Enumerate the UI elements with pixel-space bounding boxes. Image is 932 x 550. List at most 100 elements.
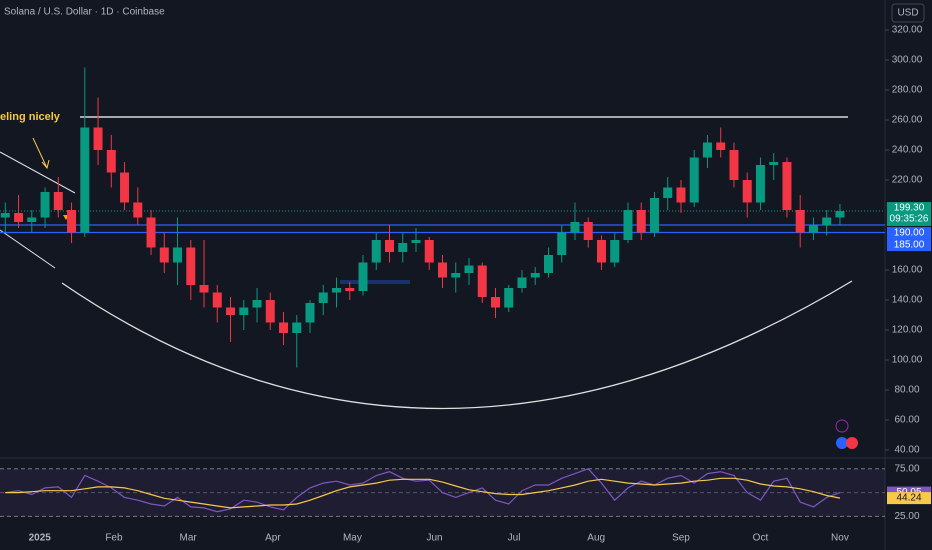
candle-body	[358, 262, 368, 291]
candle-body	[265, 300, 275, 323]
event-icon	[835, 419, 849, 433]
candle-body	[27, 217, 37, 222]
y-tick-label: 80.00	[894, 385, 919, 396]
candle-body	[676, 187, 686, 203]
candle-body	[411, 240, 421, 243]
candle-body	[173, 247, 183, 263]
x-tick-label: Jul	[508, 533, 521, 544]
y-tick-label: 25.00	[894, 511, 919, 522]
candle-body	[596, 240, 606, 263]
y-tick-label: 260.00	[892, 115, 923, 126]
candle-body	[795, 210, 805, 233]
y-tick-label: 280.00	[892, 85, 923, 96]
bowl-curve	[61, 280, 853, 410]
last-price-label: 199.30	[894, 203, 925, 214]
candle-body	[14, 213, 24, 222]
event-icon	[836, 437, 848, 449]
candle-body	[133, 202, 143, 218]
x-tick-label: Oct	[753, 533, 769, 544]
x-tick-label: Mar	[180, 533, 198, 544]
candle-body	[689, 157, 699, 203]
candle-body	[292, 322, 302, 333]
candle-body	[67, 210, 77, 233]
rsi-label: 44.24	[896, 493, 921, 504]
countdown: 09:35:26	[890, 214, 929, 225]
candle-body	[543, 255, 553, 273]
candle-body	[146, 217, 156, 248]
candle-body	[40, 192, 50, 218]
rsi-line	[5, 468, 841, 513]
candle-body	[53, 192, 63, 210]
x-tick-label: Jun	[426, 533, 442, 544]
highlight	[340, 280, 410, 284]
candle-body	[464, 265, 474, 273]
candle-body	[345, 288, 355, 291]
candle-body	[769, 162, 779, 165]
candle-body	[424, 240, 434, 263]
y-tick-label: 75.00	[894, 463, 919, 474]
annotation: eling nicely	[0, 111, 61, 123]
y-tick-label: 100.00	[892, 355, 923, 366]
candle-body	[557, 232, 567, 255]
candle-body	[610, 240, 620, 263]
y-tick-label: 140.00	[892, 295, 923, 306]
candle-body	[0, 213, 10, 218]
rsi-line	[5, 477, 841, 509]
candle-body	[318, 292, 328, 303]
candle-body	[226, 307, 236, 315]
level-box	[887, 227, 931, 240]
candle-body	[583, 222, 593, 240]
candle-body	[186, 247, 196, 285]
y-tick-label: 320.00	[892, 25, 923, 36]
y-tick-label: 240.00	[892, 145, 923, 156]
candle-body	[371, 240, 381, 263]
candle-body	[755, 165, 765, 203]
candle-body	[385, 240, 395, 252]
x-tick-label: Sep	[672, 533, 690, 544]
x-tick-label: Feb	[105, 533, 123, 544]
candle-body	[477, 265, 487, 297]
candle-body	[80, 127, 90, 233]
y-tick-label: 120.00	[892, 325, 923, 336]
x-tick-label: May	[343, 533, 362, 544]
event-icon	[846, 437, 858, 449]
level-label: 185.00	[894, 240, 925, 251]
candle-body	[252, 300, 262, 308]
candle-body	[702, 142, 712, 158]
y-tick-label: 300.00	[892, 55, 923, 66]
arrow	[32, 137, 50, 170]
y-tick-label: 220.00	[892, 175, 923, 186]
y-tick-label: 60.00	[894, 415, 919, 426]
last-price-box	[887, 202, 931, 227]
candle-body	[623, 210, 633, 240]
candle-body	[663, 187, 673, 198]
candle-body	[106, 150, 116, 173]
currency[interactable]: USD	[897, 8, 918, 19]
candle-body	[835, 211, 845, 218]
candle-body	[782, 162, 792, 210]
candle-body	[438, 262, 447, 278]
x-tick-label: 2025	[29, 533, 52, 544]
x-tick-label: Nov	[831, 533, 849, 544]
trend-line	[0, 229, 56, 269]
currency-box[interactable]	[891, 3, 925, 23]
chart-title: Solana / U.S. Dollar · 1D · Coinbase	[4, 7, 165, 18]
candle-body	[822, 217, 832, 225]
candle-body	[490, 297, 500, 308]
candle-body	[504, 288, 514, 308]
candle-body	[305, 303, 315, 323]
candle-body	[120, 172, 130, 203]
candle-body	[279, 322, 289, 333]
candle-body	[239, 307, 249, 315]
trend-line	[0, 151, 76, 194]
level-box	[887, 239, 931, 252]
candle-body	[729, 150, 739, 180]
x-tick-label: Apr	[265, 533, 281, 544]
y-tick-label: 160.00	[892, 265, 923, 276]
candle-body	[451, 273, 461, 278]
candle-body	[398, 243, 408, 252]
y-tick-label: 40.00	[894, 445, 919, 456]
